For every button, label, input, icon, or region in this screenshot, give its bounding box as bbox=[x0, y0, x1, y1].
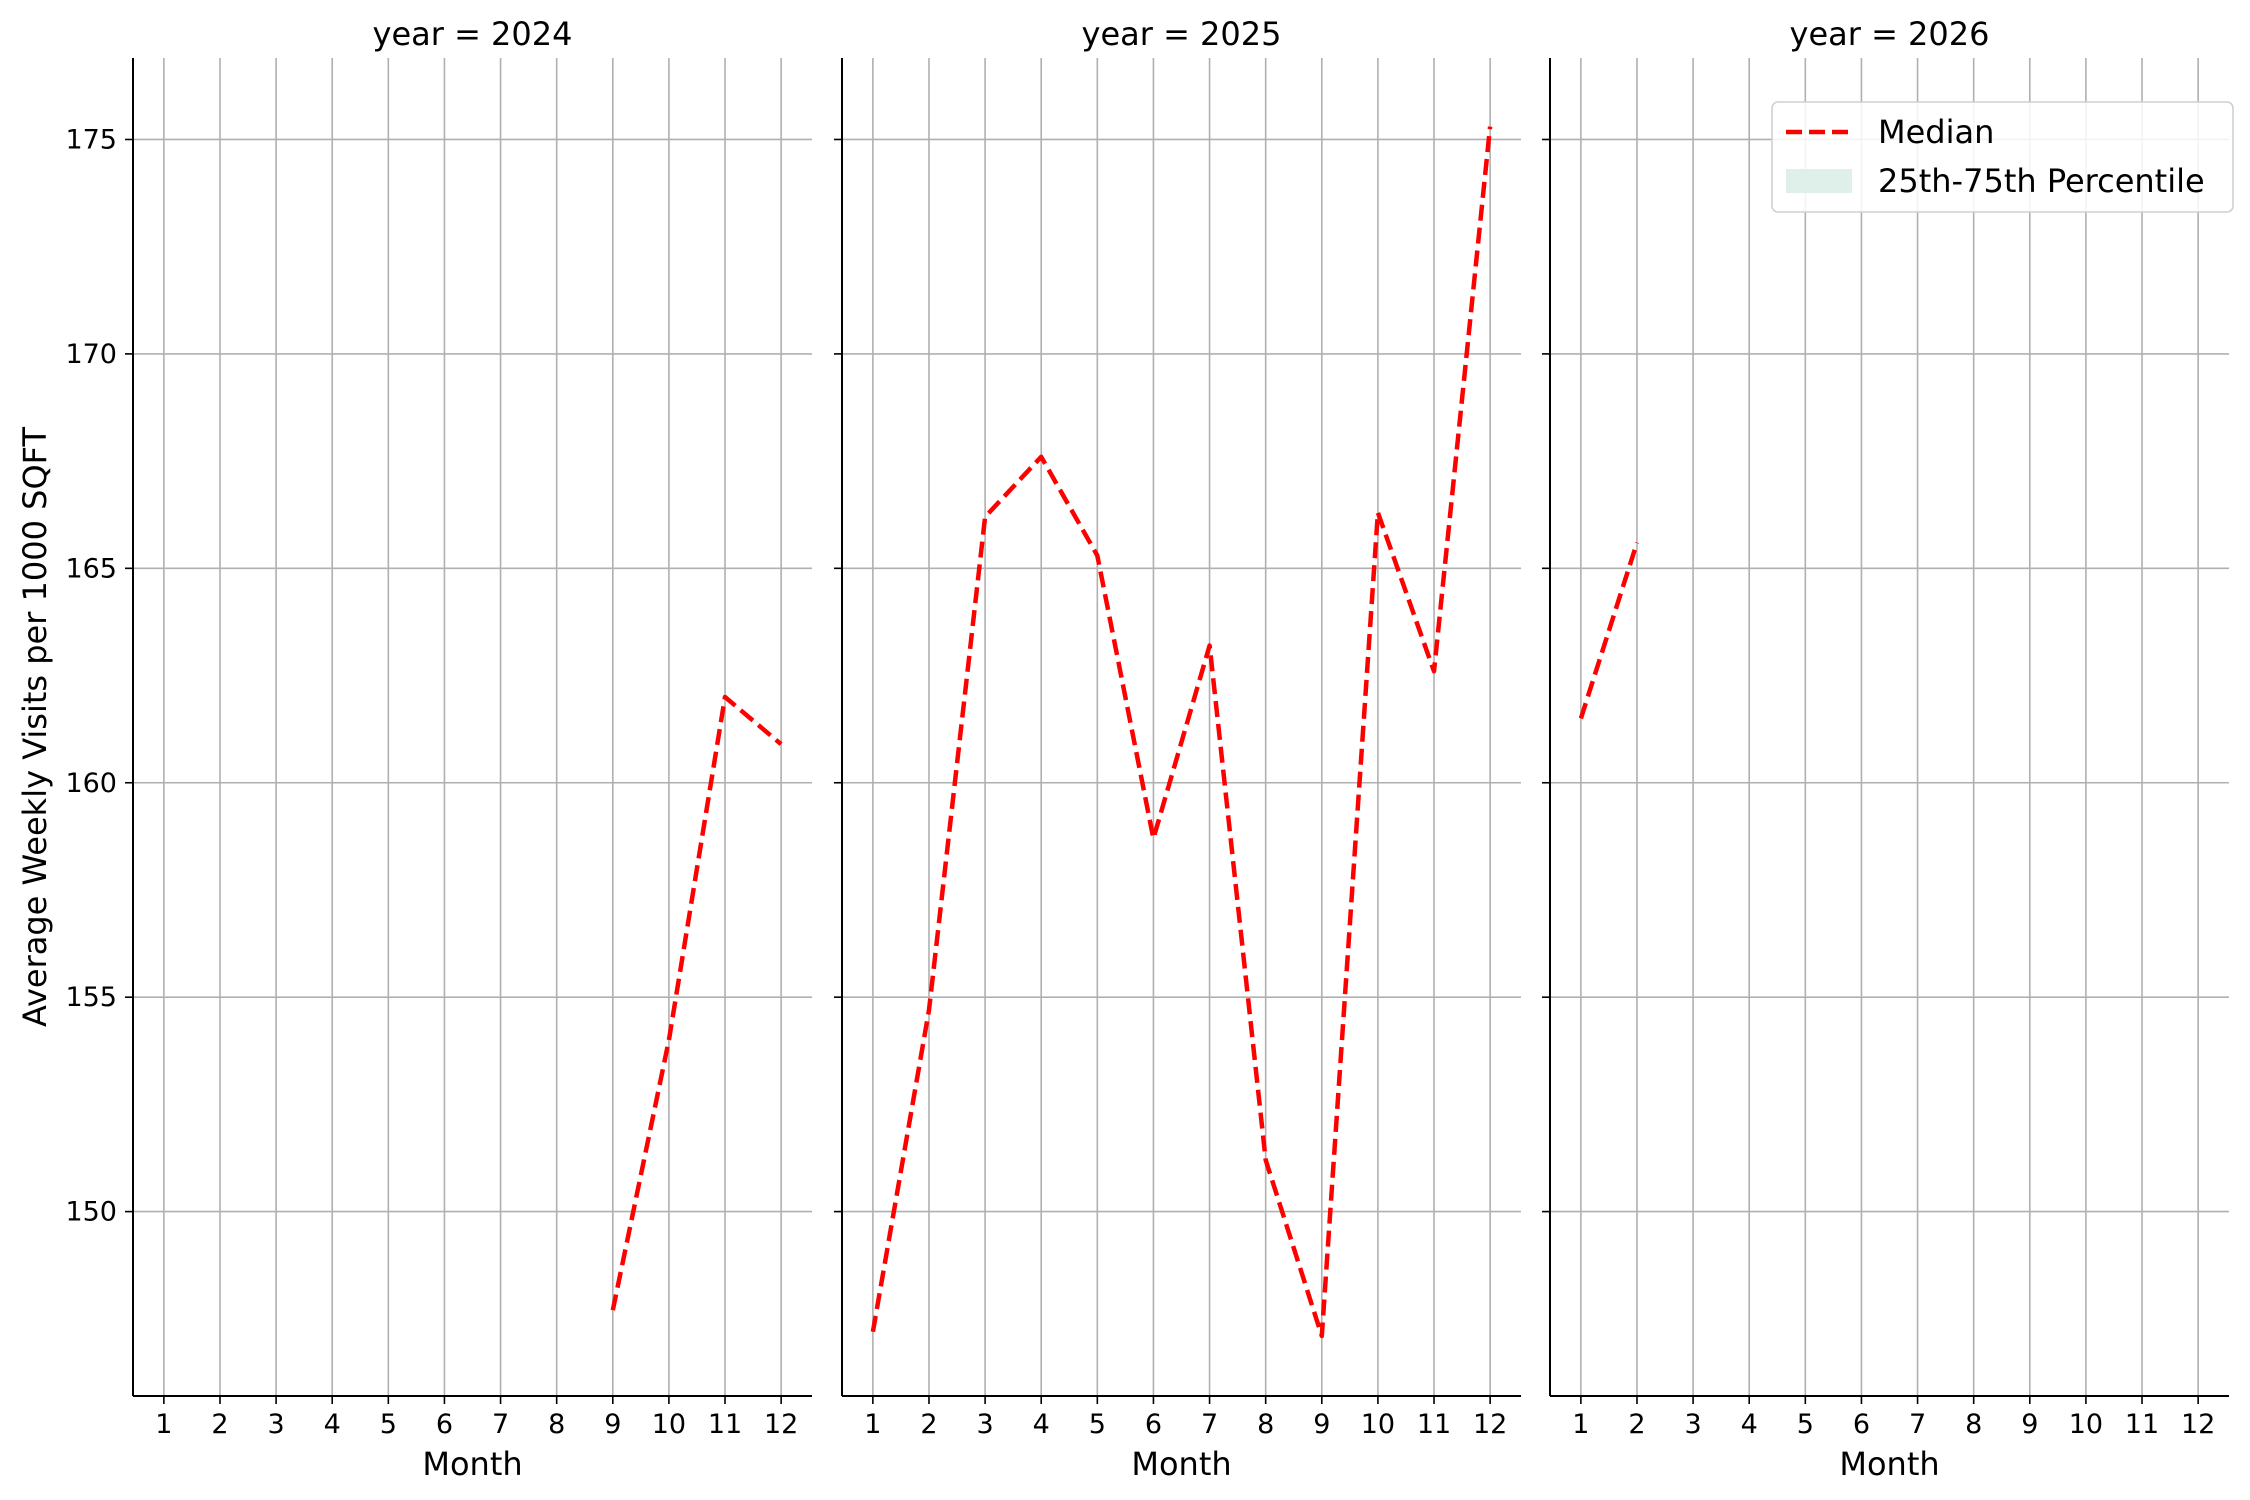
x-tick-label: 11 bbox=[708, 1409, 742, 1440]
panel-title: year = 2026 bbox=[1790, 15, 1990, 53]
x-tick-label: 8 bbox=[1965, 1409, 1982, 1440]
x-axis-label: Month bbox=[1839, 1445, 1939, 1483]
y-axis-label: Average Weekly Visits per 1000 SQFT bbox=[16, 426, 54, 1027]
x-tick-label: 12 bbox=[1473, 1409, 1507, 1440]
x-tick-label: 3 bbox=[268, 1409, 285, 1440]
y-tick-label: 150 bbox=[65, 1197, 117, 1228]
x-tick-label: 9 bbox=[1313, 1409, 1330, 1440]
x-tick-label: 2 bbox=[920, 1409, 937, 1440]
x-tick-label: 4 bbox=[1741, 1409, 1758, 1440]
x-tick-label: 3 bbox=[977, 1409, 994, 1440]
x-tick-label: 1 bbox=[155, 1409, 172, 1440]
x-tick-label: 10 bbox=[1361, 1409, 1395, 1440]
legend-label: 25th-75th Percentile bbox=[1878, 162, 2205, 200]
x-tick-label: 3 bbox=[1685, 1409, 1702, 1440]
x-tick-label: 8 bbox=[548, 1409, 565, 1440]
x-tick-label: 12 bbox=[764, 1409, 798, 1440]
x-tick-label: 11 bbox=[1417, 1409, 1451, 1440]
x-tick-label: 7 bbox=[1201, 1409, 1218, 1440]
x-tick-label: 4 bbox=[324, 1409, 341, 1440]
x-axis-label: Month bbox=[422, 1445, 522, 1483]
panel-title: year = 2024 bbox=[373, 15, 573, 53]
median-line bbox=[870, 126, 1493, 1339]
x-tick-label: 4 bbox=[1033, 1409, 1050, 1440]
y-tick-label: 170 bbox=[65, 339, 117, 370]
x-tick-label: 6 bbox=[436, 1409, 453, 1440]
x-tick-label: 5 bbox=[380, 1409, 397, 1440]
panel-title: year = 2025 bbox=[1082, 15, 1282, 53]
x-tick-label: 6 bbox=[1145, 1409, 1162, 1440]
x-tick-label: 8 bbox=[1257, 1409, 1274, 1440]
x-tick-label: 2 bbox=[1628, 1409, 1645, 1440]
x-tick-label: 1 bbox=[1572, 1409, 1589, 1440]
y-tick-label: 155 bbox=[65, 982, 117, 1013]
x-tick-label: 7 bbox=[1909, 1409, 1926, 1440]
x-tick-label: 2 bbox=[211, 1409, 228, 1440]
legend-label: Median bbox=[1878, 113, 1994, 151]
x-tick-label: 12 bbox=[2181, 1409, 2215, 1440]
x-tick-label: 5 bbox=[1089, 1409, 1106, 1440]
y-tick-label: 175 bbox=[65, 124, 117, 155]
x-tick-label: 5 bbox=[1797, 1409, 1814, 1440]
y-tick-label: 165 bbox=[65, 553, 117, 584]
y-tick-label: 160 bbox=[65, 768, 117, 799]
legend-swatch-percentile bbox=[1786, 169, 1852, 193]
x-tick-label: 7 bbox=[492, 1409, 509, 1440]
x-tick-label: 9 bbox=[604, 1409, 621, 1440]
x-tick-label: 10 bbox=[652, 1409, 686, 1440]
legend-frame bbox=[1771, 101, 2234, 213]
x-tick-label: 6 bbox=[1853, 1409, 1870, 1440]
median-line bbox=[610, 694, 783, 1311]
x-tick-label: 9 bbox=[2021, 1409, 2038, 1440]
x-tick-label: 10 bbox=[2069, 1409, 2103, 1440]
median-line bbox=[1578, 541, 1640, 720]
x-axis-label: Month bbox=[1131, 1445, 1231, 1483]
x-tick-label: 11 bbox=[2125, 1409, 2159, 1440]
legend: Median 25th-75th Percentile bbox=[1771, 101, 2234, 213]
x-tick-label: 1 bbox=[864, 1409, 881, 1440]
